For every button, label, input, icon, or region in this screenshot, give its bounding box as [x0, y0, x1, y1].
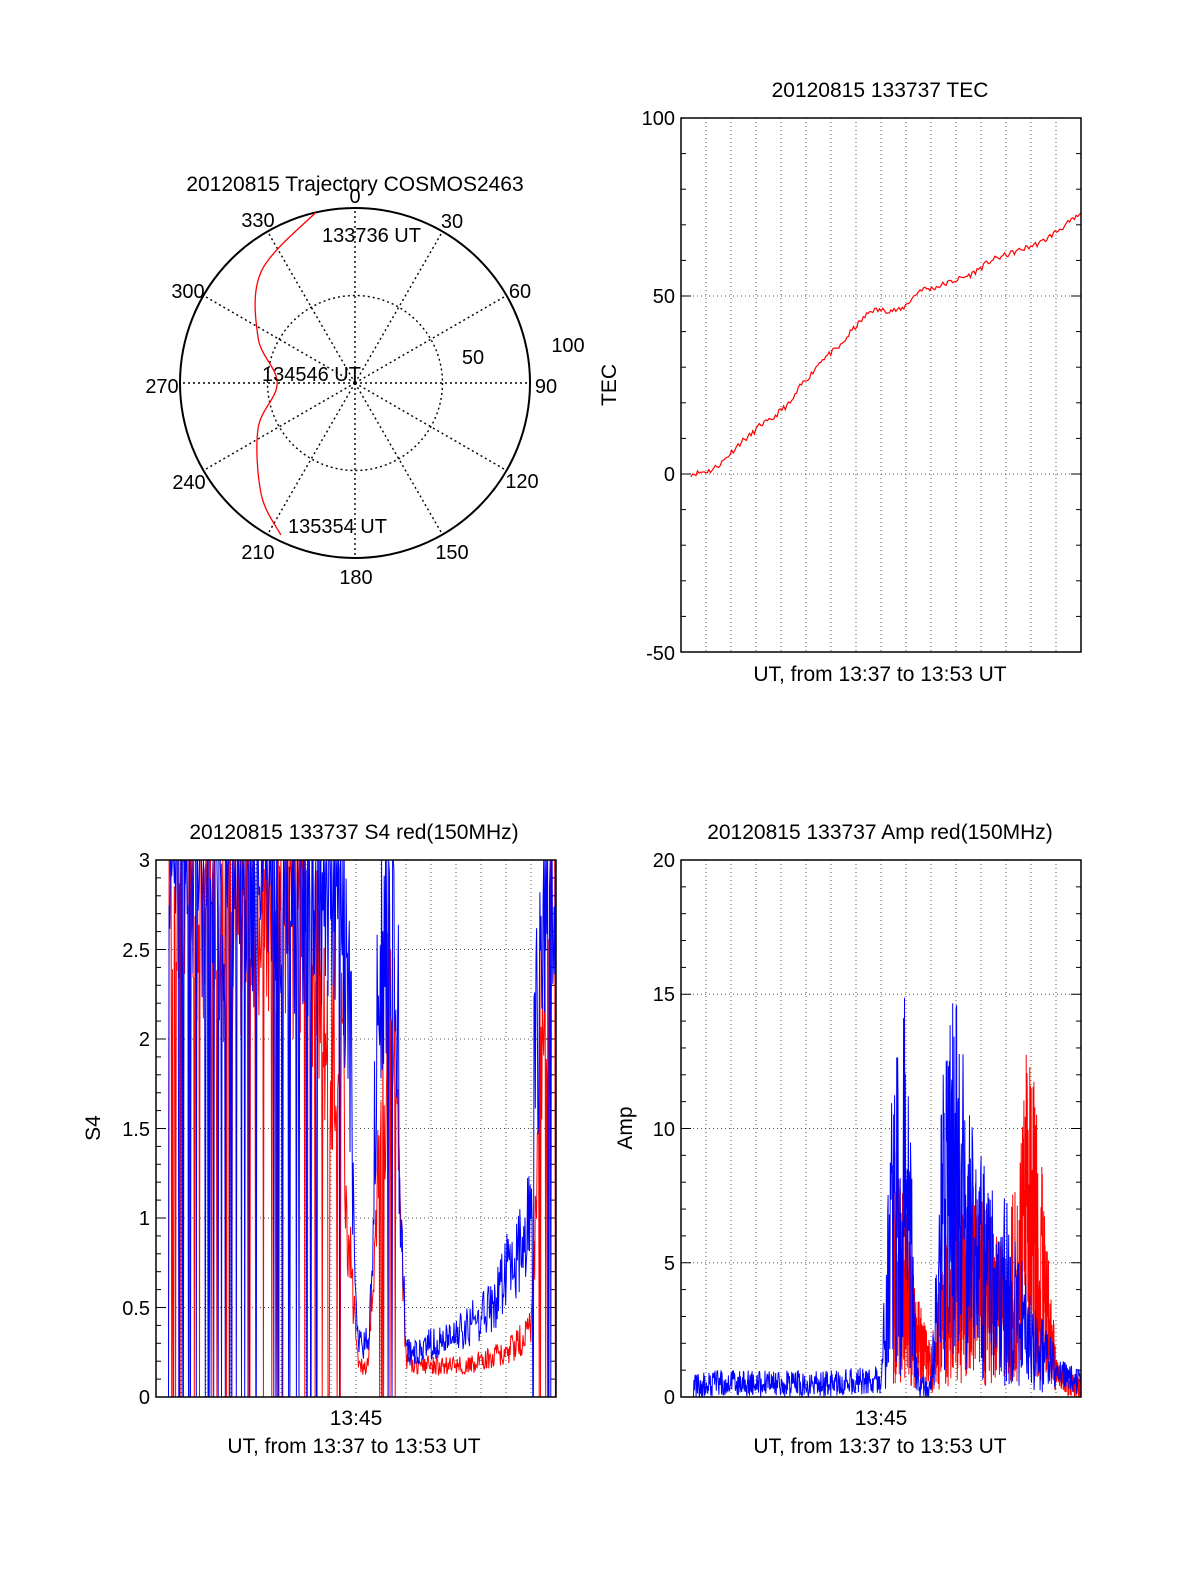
- polar-spoke-150: [354, 382, 444, 535]
- tec-panel: 20120815 133737 TEC 100 50 0 -50 TEC UT,…: [598, 79, 1082, 686]
- s4-xlabel: UT, from 13:37 to 13:53 UT: [227, 1435, 480, 1458]
- s4-ylabel: S4: [82, 1115, 105, 1141]
- tec-ytick-50: 50: [653, 286, 675, 308]
- s4-series-1: [168, 859, 557, 1398]
- amp-panel: 20120815 133737 Amp red(150MHz) 20 15 10…: [614, 821, 1082, 1458]
- polar-spoke-330: [266, 231, 356, 384]
- az-label-120: 120: [505, 471, 538, 493]
- amp-series-2: [693, 997, 1082, 1399]
- az-label-150: 150: [435, 542, 468, 564]
- az-label-180: 180: [339, 567, 372, 589]
- polar-spoke-30: [354, 231, 444, 384]
- polar-spoke-300: [203, 294, 356, 384]
- amp-ytick-15: 15: [653, 984, 675, 1006]
- polar-spoke-210: [266, 382, 356, 535]
- s4-ytick-0: 0: [139, 1387, 150, 1409]
- tec-plot-frame: [680, 117, 1082, 653]
- s4-ytick-2: 2: [139, 1029, 150, 1051]
- polar-spoke-240: [203, 382, 356, 472]
- amp-series: [693, 997, 1082, 1399]
- az-label-330: 330: [241, 210, 274, 232]
- trajectory-end-label: 135354 UT: [288, 516, 387, 538]
- amp-ylabel: Amp: [614, 1106, 637, 1149]
- tec-ytick-neg50: -50: [646, 643, 675, 665]
- tec-xlabel: UT, from 13:37 to 13:53 UT: [753, 663, 1006, 686]
- amp-xtick-1345: 13:45: [855, 1407, 908, 1430]
- s4-series: [168, 859, 557, 1398]
- amp-ytick-5: 5: [664, 1253, 675, 1275]
- trajectory-mid-label: 134546 UT: [262, 364, 361, 386]
- amp-plot-frame: [680, 859, 1082, 1398]
- az-label-30: 30: [441, 211, 463, 233]
- tec-ytick-100: 100: [642, 108, 675, 130]
- amp-xlabel: UT, from 13:37 to 13:53 UT: [753, 1435, 1006, 1458]
- az-label-210: 210: [241, 542, 274, 564]
- az-label-300: 300: [171, 281, 204, 303]
- az-label-60: 60: [509, 281, 531, 303]
- tec-ytick-0: 0: [664, 464, 675, 486]
- s4-series-2: [168, 859, 556, 1398]
- s4-plot-frame: [155, 859, 557, 1398]
- polar-grid-circle-50: [266, 294, 444, 472]
- amp-title: 20120815 133737 Amp red(150MHz): [707, 821, 1053, 844]
- s4-panel: 20120815 133737 S4 red(150MHz) 3 2.5 2 1…: [82, 821, 557, 1458]
- tec-grid: [681, 118, 1081, 652]
- polar-title: 20120815 Trajectory COSMOS2463: [186, 173, 523, 196]
- radial-label-100: 100: [551, 335, 584, 357]
- s4-ytick-1.5: 1.5: [122, 1119, 150, 1141]
- amp-ytick-20: 20: [653, 850, 675, 872]
- az-label-270: 270: [145, 376, 178, 398]
- tec-series-1: [690, 212, 1082, 478]
- polar-azimuth-labels: 0 30 60 90 120 150 180 210 240 270 300 3…: [145, 186, 557, 589]
- trajectory-line: [254, 212, 317, 536]
- tec-ylabel: TEC: [598, 364, 621, 406]
- s4-ytick-0.5: 0.5: [122, 1298, 150, 1320]
- amp-ytick-0: 0: [664, 1387, 675, 1409]
- tec-series: [690, 212, 1082, 478]
- az-label-0: 0: [349, 186, 360, 208]
- tec-title: 20120815 133737 TEC: [772, 79, 989, 102]
- s4-ytick-2.5: 2.5: [122, 940, 150, 962]
- az-label-90: 90: [535, 376, 557, 398]
- s4-ytick-1: 1: [139, 1208, 150, 1230]
- s4-xtick-1345: 13:45: [330, 1407, 383, 1430]
- radial-label-50: 50: [462, 347, 484, 369]
- polar-spoke-120: [354, 382, 507, 472]
- az-label-240: 240: [172, 472, 205, 494]
- polar-trajectory-panel: 20120815 Trajectory COSMOS2463 0 30 60 9…: [145, 173, 584, 589]
- s4-ytick-3: 3: [139, 850, 150, 872]
- s4-title: 20120815 133737 S4 red(150MHz): [189, 821, 518, 844]
- amp-ytick-10: 10: [653, 1119, 675, 1141]
- polar-spoke-60: [354, 294, 507, 384]
- trajectory-start-label: 133736 UT: [322, 225, 421, 247]
- polar-frame-circle: [179, 207, 531, 559]
- polar-spokes: [180, 208, 530, 558]
